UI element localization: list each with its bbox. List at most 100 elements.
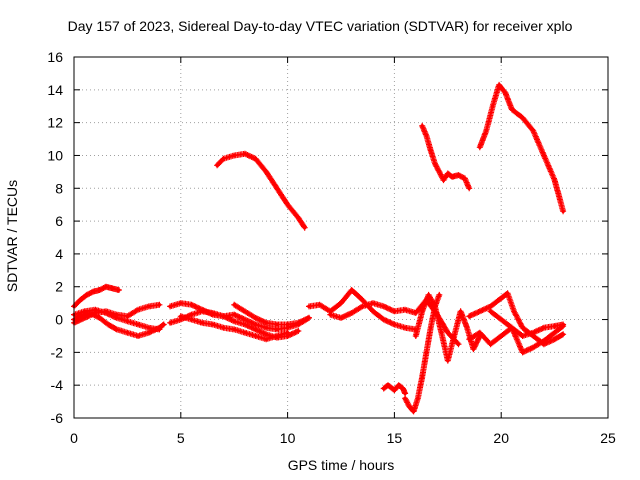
data-point: [381, 317, 386, 322]
data-point: [232, 319, 236, 323]
data-point: [136, 322, 140, 327]
data-point: [232, 327, 236, 332]
y-tick-label: 8: [55, 180, 63, 196]
data-point: [161, 322, 166, 327]
data-point: [189, 302, 194, 307]
data-point: [179, 301, 183, 305]
data-point: [467, 186, 471, 191]
data-point: [463, 176, 467, 181]
y-tick-label: 4: [55, 246, 63, 262]
data-point: [349, 311, 354, 315]
data-point: [488, 342, 493, 346]
data-point: [503, 91, 508, 95]
data-point: [552, 337, 557, 342]
series-markers: [476, 81, 567, 215]
data-point: [168, 321, 172, 325]
data-point: [531, 345, 536, 350]
data-point: [264, 321, 269, 325]
data-point: [371, 301, 375, 305]
data-point: [420, 375, 424, 379]
data-point: [93, 311, 98, 315]
data-point: [392, 388, 397, 392]
data-point: [360, 298, 365, 302]
data-point: [97, 316, 102, 320]
data-point: [211, 322, 215, 327]
data-point: [490, 104, 495, 109]
data-point: [561, 209, 565, 214]
data-point: [424, 350, 429, 355]
series-track-f: [167, 308, 302, 341]
y-tick-label: 6: [55, 213, 63, 229]
data-point: [552, 178, 557, 182]
data-point: [200, 309, 204, 314]
data-point: [428, 325, 433, 330]
data-point: [411, 409, 416, 414]
data-point: [433, 161, 437, 166]
data-point: [189, 312, 194, 317]
y-tick-label: 14: [47, 82, 63, 98]
plot-frame: [73, 56, 609, 419]
data-point: [296, 216, 301, 220]
data-point: [542, 339, 546, 343]
data-point: [243, 322, 247, 327]
data-point: [403, 396, 407, 401]
data-point: [328, 312, 333, 317]
data-point: [499, 296, 504, 301]
series-track-s: [487, 308, 567, 339]
data-point: [232, 302, 236, 307]
data-point: [93, 307, 98, 312]
data-point: [542, 325, 546, 330]
data-point: [264, 332, 269, 337]
data-point: [114, 327, 119, 332]
data-point: [221, 325, 226, 330]
x-tick-label: 20: [493, 430, 509, 446]
data-point: [168, 304, 172, 309]
data-point: [371, 309, 375, 314]
data-point: [253, 334, 258, 338]
x-tick-label: 0: [70, 430, 78, 446]
data-point: [520, 325, 525, 330]
data-point: [125, 319, 130, 323]
series-track-d: [71, 306, 163, 333]
data-point: [275, 186, 279, 191]
data-point: [243, 309, 247, 314]
series-track-l: [380, 382, 409, 397]
data-point: [386, 383, 390, 387]
data-point: [275, 322, 279, 327]
data-point: [413, 311, 418, 315]
data-point: [381, 386, 386, 391]
data-point: [488, 309, 493, 314]
data-point: [339, 301, 343, 305]
data-point: [296, 329, 301, 333]
data-point: [221, 156, 226, 161]
data-point: [82, 309, 87, 314]
data-point: [552, 324, 557, 328]
data-point: [437, 170, 442, 174]
data-point: [520, 334, 525, 338]
data-point: [307, 304, 311, 309]
data-point: [392, 322, 397, 327]
data-point: [189, 317, 194, 322]
series-markers: [419, 122, 473, 192]
chart-title: Day 157 of 2023, Sidereal Day-to-day VTE…: [67, 18, 573, 34]
data-point: [97, 288, 102, 292]
data-point: [104, 284, 108, 289]
data-point: [413, 334, 418, 338]
data-point: [85, 293, 89, 297]
series-track-a: [71, 283, 122, 310]
data-point: [446, 171, 450, 176]
data-point: [471, 347, 476, 351]
data-point: [441, 178, 446, 182]
x-tick-label: 25: [600, 430, 616, 446]
series-track-h: [231, 301, 312, 328]
x-axis-label: GPS time / hours: [287, 457, 395, 473]
data-point: [478, 309, 482, 314]
data-point: [499, 334, 504, 338]
data-point: [381, 304, 386, 309]
data-point: [157, 302, 162, 307]
data-point: [285, 330, 290, 335]
data-point: [403, 391, 407, 396]
data-point: [253, 322, 258, 327]
data-point: [452, 334, 457, 338]
data-point: [446, 330, 450, 335]
